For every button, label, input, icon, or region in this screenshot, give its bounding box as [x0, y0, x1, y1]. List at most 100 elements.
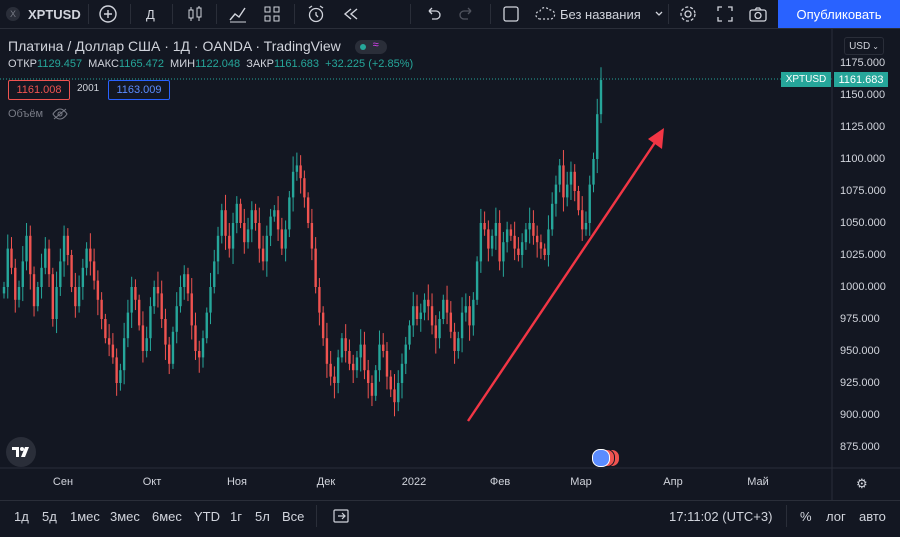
currency-selector[interactable]: USD ⌄ — [844, 37, 884, 55]
flag-icon — [592, 449, 610, 467]
range-button-1д[interactable]: 1д — [14, 508, 29, 524]
settings-button[interactable] — [678, 0, 698, 28]
candle-body — [62, 235, 66, 262]
fullscreen-area-button[interactable] — [502, 0, 520, 28]
candle-body — [355, 357, 359, 371]
tradingview-logo — [6, 437, 36, 467]
time-tick-label: Мар — [570, 476, 592, 488]
replay-button[interactable] — [342, 0, 360, 28]
log-scale-button[interactable]: лог — [826, 508, 846, 524]
toolbar-divider — [172, 4, 173, 24]
candle-body — [209, 287, 212, 313]
interval-label: Д — [146, 6, 155, 22]
buy-price-button[interactable]: 1163.009 — [108, 80, 170, 100]
snapshot-button[interactable] — [748, 0, 768, 28]
candle-body — [261, 248, 265, 262]
candles-layer — [2, 67, 603, 417]
auto-scale-button[interactable]: авто — [859, 508, 886, 524]
last-symbol-tag: XPTUSD — [781, 72, 831, 87]
symbol-search[interactable]: X XPTUSD — [6, 0, 81, 28]
chart-type-button[interactable] — [186, 0, 204, 28]
candle-body — [509, 229, 513, 236]
grid-icon — [264, 6, 280, 22]
indicators-button[interactable] — [228, 0, 248, 28]
candle-body — [21, 261, 24, 287]
candle-body — [487, 229, 490, 249]
candle-body — [250, 210, 254, 230]
sell-price-button[interactable]: 1161.008 — [8, 80, 70, 100]
range-button-Все[interactable]: Все — [282, 508, 305, 524]
candle-body — [513, 235, 516, 249]
price-tick-label: 1000.000 — [840, 281, 886, 293]
candle-body — [160, 293, 163, 319]
candle-body — [246, 229, 250, 243]
candle-body — [434, 325, 437, 339]
compare-button[interactable] — [98, 0, 118, 28]
candle-body — [460, 312, 464, 339]
alert-button[interactable] — [306, 0, 326, 28]
open-label: ОТКР — [8, 58, 38, 70]
candle-body — [577, 191, 580, 211]
candle-body — [130, 287, 133, 313]
candle-body — [284, 229, 287, 249]
candle-body — [573, 171, 576, 191]
fullscreen-button[interactable] — [716, 0, 734, 28]
range-button-1г[interactable]: 1г — [230, 508, 242, 524]
volume-legend[interactable]: Объём — [8, 108, 68, 120]
market-status-badge: ≈ — [354, 39, 387, 55]
events-marker[interactable] — [592, 449, 624, 467]
candle-body — [344, 338, 347, 351]
candle-body — [265, 235, 269, 262]
candle-body — [468, 306, 471, 326]
date-range-button[interactable] — [332, 500, 350, 532]
candle-body — [186, 274, 190, 294]
candle-body — [547, 229, 550, 255]
toolbar-divider — [216, 4, 217, 24]
chart-title-text: Платина / Доллар США · 1Д · OANDA · Trad… — [8, 38, 341, 54]
percent-scale-button[interactable]: % — [800, 508, 812, 524]
range-button-3мес[interactable]: 3мес — [110, 508, 140, 524]
currency-label: USD — [849, 40, 871, 52]
redo-button[interactable] — [458, 0, 476, 28]
candle-body — [40, 267, 43, 287]
candle-body — [306, 197, 310, 223]
candle-body — [81, 267, 85, 287]
candle-body — [126, 312, 130, 339]
publish-button[interactable]: Опубликовать — [778, 0, 900, 28]
range-button-1мес[interactable]: 1мес — [70, 508, 100, 524]
clock-timezone[interactable]: 17:11:02 (UTC+3) — [669, 508, 773, 524]
templates-button[interactable] — [263, 0, 281, 28]
candle-body — [137, 299, 141, 326]
spread-value: 2001 — [77, 83, 100, 94]
indicators-icon — [229, 7, 246, 23]
interval-button[interactable]: Д — [146, 0, 155, 28]
symbol-name: XPTUSD — [28, 6, 81, 22]
candle-body — [423, 299, 426, 313]
candle-body — [370, 383, 374, 396]
candle-body — [288, 197, 291, 230]
candle-body — [363, 344, 366, 371]
candle-body — [303, 178, 306, 198]
axis-settings-button[interactable]: ⚙ — [856, 476, 868, 492]
candle-body — [29, 235, 32, 275]
candle-body — [6, 248, 9, 287]
range-button-YTD[interactable]: YTD — [194, 508, 220, 524]
layout-name-button[interactable]: Без названия — [534, 0, 665, 28]
candle-body — [453, 331, 456, 351]
range-button-6мес[interactable]: 6мес — [152, 508, 182, 524]
candle-body — [524, 229, 528, 243]
candle-body — [385, 351, 389, 377]
candle-body — [490, 235, 494, 249]
bottom-toolbar — [0, 500, 900, 537]
range-button-5л[interactable]: 5л — [255, 508, 270, 524]
candle-body — [359, 344, 362, 358]
undo-button[interactable] — [424, 0, 442, 28]
price-tick-label: 925.000 — [840, 377, 880, 389]
range-button-5д[interactable]: 5д — [42, 508, 57, 524]
gear-icon: ⚙ — [856, 476, 868, 491]
chart-title: Платина / Доллар США · 1Д · OANDA · Trad… — [8, 38, 387, 55]
candle-body — [152, 287, 156, 307]
candle-body — [535, 235, 539, 243]
candle-body — [96, 280, 100, 300]
